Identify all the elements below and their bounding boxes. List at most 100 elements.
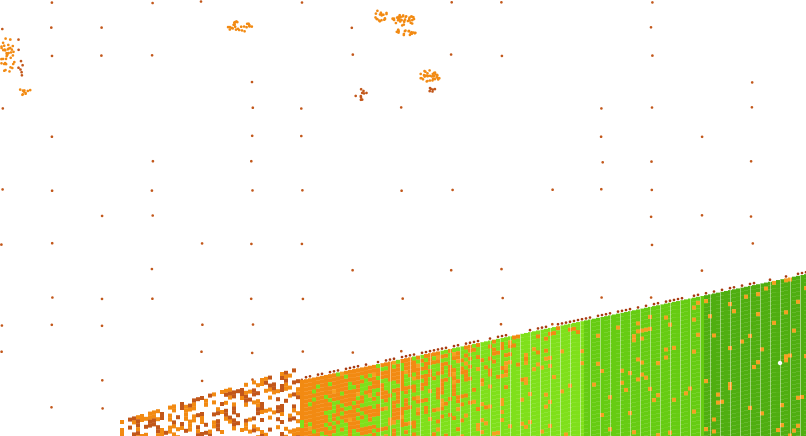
density-cell [644, 323, 648, 328]
density-cell [596, 329, 600, 334]
density-cell [720, 363, 724, 368]
density-cell [364, 390, 368, 395]
density-cell [712, 373, 716, 378]
density-cell [692, 309, 696, 314]
density-cell [660, 404, 664, 409]
density-cell [344, 430, 348, 435]
density-cell [728, 426, 732, 431]
stripe [480, 342, 481, 436]
density-cell [412, 408, 416, 413]
density-cell [592, 318, 596, 323]
density-cell [504, 377, 508, 382]
density-cell [328, 390, 332, 395]
density-cell [700, 336, 704, 340]
density-cell [556, 350, 560, 355]
density-cell [676, 365, 680, 370]
density-cell [600, 349, 604, 353]
density-cell [688, 422, 692, 427]
density-cell [712, 293, 716, 298]
density-cell [776, 420, 780, 425]
density-cell [260, 378, 264, 382]
density-cell [748, 429, 752, 434]
cluster-dot [404, 29, 407, 32]
density-cell [480, 374, 484, 379]
density-cell [416, 407, 420, 412]
density-cell [428, 425, 432, 430]
density-cell [660, 432, 664, 436]
density-cell [328, 386, 332, 391]
density-cell [744, 326, 748, 331]
density-cell [736, 380, 740, 385]
density-cell [316, 424, 320, 429]
density-cell [792, 356, 796, 361]
density-cell [344, 370, 348, 375]
density-cell [692, 305, 696, 310]
density-cell [464, 369, 468, 374]
density-cell [660, 304, 664, 309]
density-cell [800, 307, 804, 311]
density-cell [652, 330, 656, 335]
density-cell [512, 391, 516, 396]
density-cell [676, 421, 680, 426]
density-cell [672, 317, 676, 322]
density-cell [788, 405, 792, 410]
density-cell [420, 406, 424, 411]
sparse-dot [749, 160, 753, 163]
density-cell [524, 344, 528, 349]
density-cell [800, 351, 804, 355]
white-mark [777, 360, 783, 366]
density-cell [580, 349, 584, 354]
density-cell [520, 413, 524, 418]
density-cell [624, 407, 628, 412]
density-cell [636, 365, 640, 370]
sparse-dot [50, 135, 54, 138]
density-cell [660, 388, 664, 393]
density-cell [492, 411, 496, 416]
density-cell [720, 299, 724, 304]
density-cell [632, 398, 636, 403]
density-cell [704, 303, 708, 308]
density-cell [772, 332, 776, 337]
density-cell [564, 340, 568, 345]
density-cell [516, 374, 520, 379]
density-cell [392, 380, 396, 385]
density-cell [600, 397, 604, 401]
density-cell [324, 382, 328, 387]
density-cell [720, 347, 724, 352]
density-cell [368, 373, 372, 378]
density-cell [704, 419, 708, 424]
density-cell [732, 429, 736, 434]
density-cell [292, 432, 296, 436]
density-cell [780, 359, 784, 364]
density-cell [692, 397, 696, 402]
density-cell [804, 358, 806, 363]
density-cell [416, 379, 420, 384]
density-cell [372, 384, 376, 389]
density-cell [540, 369, 544, 374]
density-cell [676, 429, 680, 434]
density-cell [372, 404, 376, 409]
density-cell [632, 378, 636, 383]
density-cell [776, 404, 780, 409]
density-cell [748, 297, 752, 302]
density-cell [804, 406, 806, 411]
density-cell [392, 408, 396, 413]
density-cell [620, 364, 624, 369]
density-cell [672, 401, 676, 406]
density-cell [668, 338, 672, 343]
density-cell [680, 312, 684, 317]
edge-dot [628, 307, 632, 311]
density-cell [296, 395, 300, 400]
density-cell [656, 433, 660, 436]
density-cell [532, 431, 536, 436]
density-cell [600, 421, 604, 425]
density-cell [776, 288, 780, 293]
density-cell [716, 336, 720, 341]
density-cell [756, 332, 760, 337]
density-cell [780, 303, 784, 308]
density-cell [792, 392, 796, 397]
density-cell [732, 381, 736, 386]
density-cell [548, 367, 552, 372]
density-cell [696, 324, 700, 329]
density-cell [676, 345, 680, 350]
